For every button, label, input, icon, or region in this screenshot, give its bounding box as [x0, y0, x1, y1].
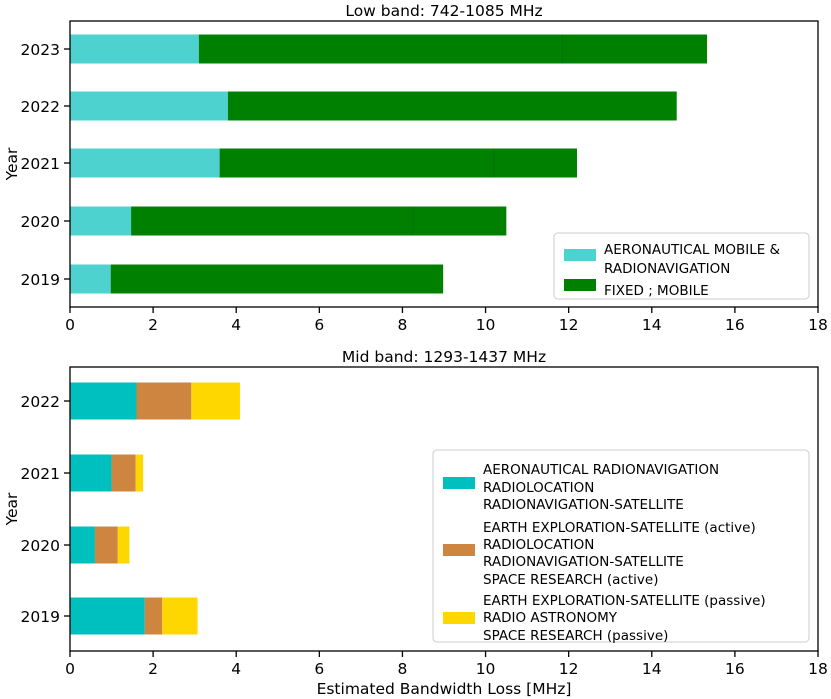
x-tick-label: 4: [231, 660, 241, 678]
bar-2020-series-1: [131, 206, 507, 236]
bar-2021-series-0: [70, 148, 220, 178]
y-tick-label: 2022: [21, 393, 60, 411]
axes-frame: [69, 366, 819, 652]
x-tick-label: 0: [65, 316, 75, 334]
x-tick-label: 12: [559, 660, 579, 678]
x-tick-label: 4: [231, 316, 241, 334]
axes-frame: [69, 20, 819, 308]
legend-label-2: SPACE RESEARCH (passive): [483, 628, 668, 644]
legend-label-1: FIXED ; MOBILE: [604, 283, 709, 299]
x-tick-label: 12: [559, 316, 579, 334]
y-tick-label: 2020: [21, 537, 60, 555]
bar-2021-series-2: [135, 454, 144, 492]
bar-2020-series-1: [94, 526, 118, 564]
legend-label-1: RADIOLOCATION: [483, 537, 594, 553]
legend-label-0: RADIONAVIGATION: [604, 261, 730, 277]
chart-title: Low band: 742-1085 MHz: [345, 2, 542, 20]
x-tick-label: 8: [398, 316, 408, 334]
x-tick-label: 14: [642, 316, 662, 334]
legend-label-0: AERONAUTICAL RADIONAVIGATION: [483, 462, 719, 478]
legend: AERONAUTICAL RADIONAVIGATION RADIOLOCATIO…: [432, 449, 810, 644]
x-axis-label: Estimated Bandwidth Loss [MHz]: [317, 680, 572, 698]
legend-box: [553, 232, 810, 300]
x-tick-label: 10: [476, 316, 496, 334]
bar-2022-series-0: [70, 91, 228, 121]
chart-panel-1: 0 2 4 6 8 10 12 14 16 18 2019 2020 2021 2022 Mid band:…: [3, 348, 828, 698]
bar-2021-series-1: [111, 454, 136, 492]
legend-box: [432, 449, 810, 643]
legend-label-1: EARTH EXPLORATION-SATELLITE (active): [483, 520, 756, 536]
x-tick-label: 6: [314, 316, 324, 334]
bar-2019-series-0: [70, 264, 111, 294]
legend-swatch-2: [443, 612, 475, 624]
legend-label-2: EARTH EXPLORATION-SATELLITE (passive): [483, 593, 766, 609]
x-tick-label: 16: [725, 660, 745, 678]
legend-swatch-1: [564, 279, 596, 291]
bar-2019-series-1: [144, 597, 163, 635]
bar-2022-series-1: [227, 91, 677, 121]
x-tick-label: 16: [725, 316, 745, 334]
bar-2023-series-1: [198, 34, 708, 64]
bar-2020-series-2: [117, 526, 130, 564]
x-tick-label: 6: [314, 660, 324, 678]
legend-label-1: SPACE RESEARCH (active): [483, 572, 658, 588]
x-tick-label: 2: [148, 316, 158, 334]
bar-2019-series-0: [70, 597, 145, 635]
y-tick-label: 2019: [21, 608, 60, 626]
legend-swatch-1: [443, 544, 475, 556]
bar-2023-series-0: [70, 34, 199, 64]
chart-panel-0: 0 2 4 6 8 10 12 14 16 18 2019 2020 2021 2022 2023 Low b…: [3, 2, 828, 334]
x-tick-label: 18: [808, 316, 828, 334]
bar-2020-series-0: [70, 526, 95, 564]
bar-2022-series-1: [136, 382, 192, 420]
chart-title: Mid band: 1293-1437 MHz: [342, 348, 546, 366]
y-tick-label: 2023: [21, 41, 60, 59]
bar-2021-series-1: [219, 148, 577, 178]
y-axis-label: Year: [3, 492, 21, 526]
legend-label-0: RADIOLOCATION: [483, 480, 594, 496]
bar-2022-series-0: [70, 382, 137, 420]
legend-label-1: RADIONAVIGATION-SATELLITE: [483, 554, 684, 570]
legend: AERONAUTICAL MOBILE & RADIONAVIGATION FIXE…: [553, 232, 810, 300]
x-tick-label: 14: [642, 660, 662, 678]
legend-label-0: RADIONAVIGATION-SATELLITE: [483, 497, 684, 513]
legend-label-0: AERONAUTICAL MOBILE &: [604, 242, 781, 258]
legend-swatch-0: [564, 249, 596, 261]
x-tick-label: 2: [148, 660, 158, 678]
x-tick-label: 18: [808, 660, 828, 678]
x-tick-label: 10: [476, 660, 496, 678]
legend-swatch-0: [443, 477, 475, 489]
bar-2021-series-0: [70, 454, 112, 492]
y-tick-label: 2019: [21, 271, 60, 289]
y-tick-label: 2021: [21, 465, 60, 483]
y-axis-label: Year: [3, 147, 21, 181]
bar-2022-series-2: [191, 382, 240, 420]
bar-2019-series-1: [110, 264, 444, 294]
bar-2020-series-0: [70, 206, 132, 236]
x-tick-label: 8: [398, 660, 408, 678]
y-tick-label: 2021: [21, 155, 60, 173]
y-tick-label: 2020: [21, 213, 60, 231]
legend-label-2: RADIO ASTRONOMY: [483, 610, 618, 626]
y-tick-label: 2022: [21, 98, 60, 116]
x-tick-label: 0: [65, 660, 75, 678]
bar-2019-series-2: [162, 597, 198, 635]
